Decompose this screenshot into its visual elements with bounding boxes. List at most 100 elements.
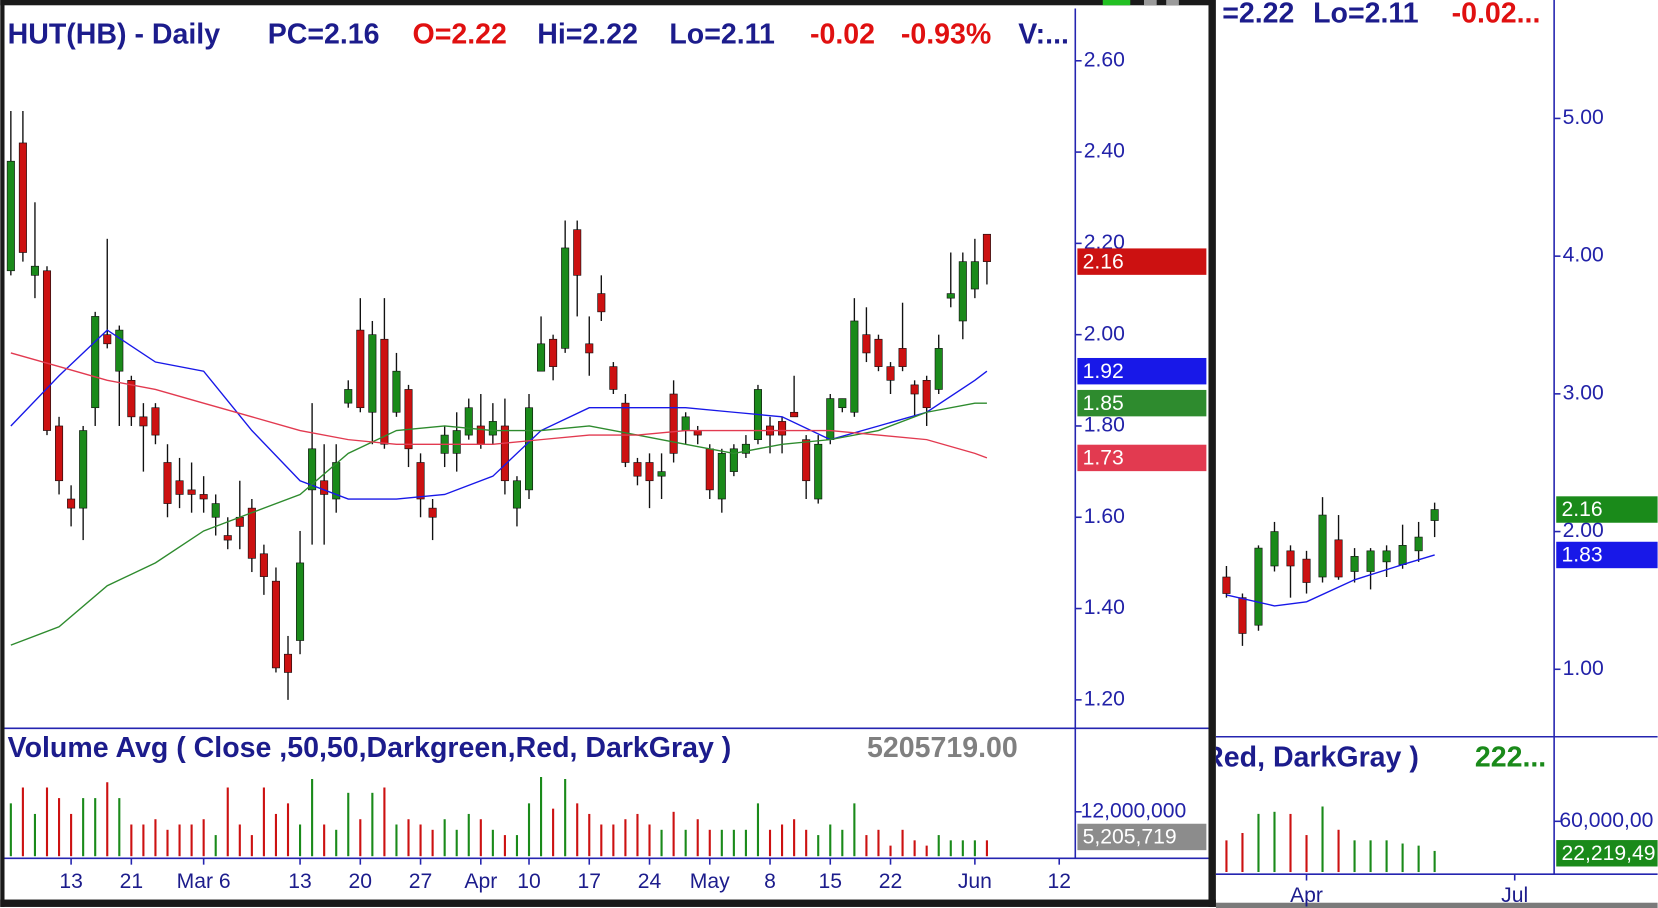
volume-tick-label: 60,000,00 [1559, 809, 1653, 832]
overlay-tag-label: 1.73 [1083, 447, 1124, 470]
candle-body [1318, 514, 1327, 578]
daily-chart-window: 1.20 1.40 1.60 1.80 2.00 2.20 2.40 2.60 12,000,0… [4, 8, 1209, 894]
candle-body [958, 261, 967, 322]
candle-body [862, 334, 871, 354]
close-tag-box [1077, 248, 1207, 275]
candle-body [199, 494, 208, 500]
candle-body [488, 421, 497, 436]
candle-body [163, 462, 172, 504]
candle-body [669, 393, 678, 454]
frame-bottom [0, 899, 1216, 907]
candle-body [392, 370, 401, 413]
overlay-tag-label: 1.92 [1083, 360, 1124, 383]
moving-average-line [1226, 554, 1435, 607]
candle-body [18, 142, 27, 253]
y-tick-label: 1.20 [1084, 687, 1125, 710]
window-button[interactable] [1102, 0, 1131, 6]
window-button[interactable] [1143, 0, 1157, 6]
volume-tag-box [1556, 840, 1658, 867]
date-label: Mar 6 [177, 870, 231, 893]
candle-body [344, 389, 353, 404]
overlay-tag-box [1077, 389, 1207, 417]
candle-body [500, 425, 509, 482]
candle-body [946, 293, 955, 299]
candle-body [790, 411, 799, 418]
candle-body [247, 507, 256, 559]
overlay-tag-box [1077, 444, 1207, 472]
candle-body [1382, 550, 1391, 563]
candle-body [1430, 509, 1439, 521]
date-label: 15 [819, 870, 842, 893]
candle-body [259, 553, 268, 577]
candle-body [609, 366, 618, 390]
date-label: 10 [517, 870, 541, 893]
y-tick-label: 1.40 [1084, 596, 1125, 619]
candle-body [452, 430, 461, 454]
volume-tag-label: 22,219,49 [1562, 842, 1656, 865]
header-text: Lo=2.11 [669, 18, 775, 50]
candle-body [561, 247, 570, 349]
candle-body [1366, 550, 1375, 572]
candle-body [1414, 536, 1423, 552]
date-label: 8 [764, 870, 776, 893]
y-tick-label: 2.00 [1563, 519, 1604, 542]
weekly-chart-window: 1.00 2.00 3.00 4.00 5.00 60,000,00 Apr Jul =2.22… [1203, 0, 1658, 908]
header-text: Hi=2.22 [537, 18, 638, 50]
volume-tick-label: 12,000,000 [1081, 799, 1187, 822]
candle-body [55, 425, 64, 482]
moving-average-line [10, 402, 987, 646]
candle-body [223, 535, 232, 541]
y-tick-label: 3.00 [1563, 381, 1604, 404]
close-tag-label: 2.16 [1083, 250, 1124, 273]
y-tick-label: 2.00 [1084, 322, 1125, 345]
header-text: V:... [1018, 18, 1069, 50]
candle-body [512, 480, 521, 509]
header-text: =2.22 [1222, 0, 1294, 29]
y-tick-label: 1.80 [1084, 414, 1125, 437]
candle-body [271, 580, 280, 669]
close-tag-box [1556, 496, 1658, 523]
header-text: O=2.22 [413, 18, 507, 50]
date-label: 20 [349, 870, 373, 893]
candle-body [970, 261, 979, 290]
candle-body [308, 448, 317, 491]
candle-body [573, 229, 582, 276]
candle-body [778, 421, 787, 436]
candle-body [79, 430, 88, 509]
candle-body [874, 338, 883, 367]
candle-body [1270, 531, 1279, 567]
candle-body [657, 471, 666, 477]
header-text: PC=2.16 [268, 18, 380, 50]
candle-body [838, 398, 847, 409]
volume-tag-box [1077, 823, 1207, 851]
header-text: -0.02 [810, 18, 875, 50]
candle-body [151, 407, 160, 436]
date-label: 24 [638, 870, 662, 893]
date-label: 13 [288, 870, 312, 893]
candle-body [633, 462, 642, 477]
candle-body [645, 462, 654, 482]
candle-body [898, 348, 907, 367]
candle-body [368, 334, 377, 413]
header-text: Lo=2.11 [1313, 0, 1419, 29]
candle-body [729, 448, 738, 472]
volume-header-text: Red, DarkGray ) [1203, 742, 1419, 774]
candle-body [1222, 576, 1231, 594]
candle-body [910, 384, 919, 395]
candle-body [416, 462, 425, 500]
candle-body [380, 338, 389, 445]
y-tick-label: 5.00 [1563, 106, 1604, 129]
candle-body [1238, 597, 1247, 634]
candle-body [814, 443, 823, 500]
candle-body [1334, 539, 1343, 578]
overlay-tag-label: 1.83 [1562, 544, 1603, 567]
candle-body [741, 443, 750, 454]
candle-body [705, 448, 714, 491]
candle-body [464, 407, 473, 436]
header-text: HUT(HB) - Daily [8, 18, 221, 50]
y-tick-label: 2.20 [1084, 231, 1125, 254]
candle-body [91, 316, 100, 409]
window-button[interactable] [1166, 0, 1179, 6]
candle-body [30, 265, 39, 276]
